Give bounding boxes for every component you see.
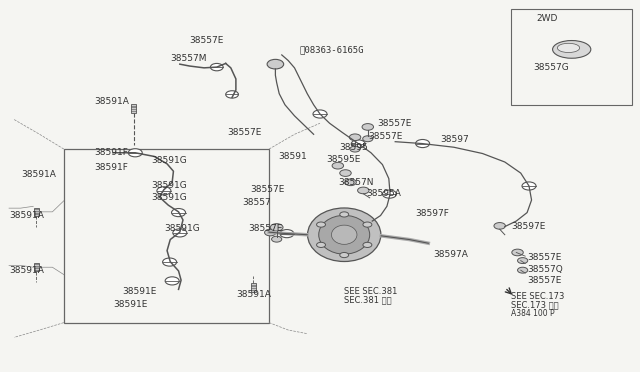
Text: 38557E: 38557E [228, 128, 262, 137]
Text: 38595A: 38595A [366, 189, 401, 198]
Circle shape [363, 136, 373, 142]
Circle shape [340, 170, 351, 176]
Circle shape [173, 229, 187, 237]
Circle shape [349, 134, 361, 141]
Text: 38557E: 38557E [250, 185, 284, 194]
Ellipse shape [308, 208, 381, 262]
Circle shape [317, 222, 326, 227]
Text: 38557E: 38557E [527, 253, 561, 263]
Text: 38597E: 38597E [511, 222, 545, 231]
Ellipse shape [319, 215, 370, 254]
Text: 38557E: 38557E [527, 276, 561, 285]
Circle shape [362, 124, 374, 130]
Text: 38591E: 38591E [113, 300, 147, 309]
Circle shape [313, 110, 327, 118]
Circle shape [518, 258, 528, 263]
Circle shape [280, 230, 294, 238]
Circle shape [211, 63, 223, 71]
Ellipse shape [332, 225, 357, 244]
Text: 38595: 38595 [339, 143, 368, 152]
Bar [34, 208, 39, 216]
Text: 38595E: 38595E [326, 155, 361, 164]
Text: 38591: 38591 [278, 152, 307, 161]
Circle shape [128, 149, 142, 157]
Text: 38557E: 38557E [248, 224, 283, 233]
Text: 38557M: 38557M [170, 54, 207, 63]
Text: 38557E: 38557E [368, 132, 402, 141]
Circle shape [332, 162, 344, 169]
Circle shape [264, 229, 276, 236]
Text: 38557E: 38557E [378, 119, 412, 128]
Circle shape [383, 190, 396, 198]
Text: 38591G: 38591G [151, 193, 187, 202]
Bar [34, 263, 39, 271]
Text: 38557G: 38557G [534, 63, 569, 72]
Circle shape [522, 182, 536, 190]
Circle shape [363, 242, 372, 247]
Bar [250, 283, 255, 292]
Text: 2WD: 2WD [537, 13, 558, 22]
Circle shape [340, 212, 349, 217]
Text: 38591A: 38591A [236, 291, 271, 299]
Circle shape [363, 222, 372, 227]
Text: 38591A: 38591A [9, 266, 44, 275]
Circle shape [345, 179, 356, 186]
Circle shape [340, 253, 349, 258]
Circle shape [267, 60, 284, 69]
Text: SEE SEC.381: SEE SEC.381 [344, 287, 397, 296]
Text: SEC.381 参照: SEC.381 参照 [344, 295, 392, 304]
Text: 38591E: 38591E [122, 287, 157, 296]
Text: 38591F: 38591F [94, 163, 127, 172]
Circle shape [270, 224, 283, 231]
Bar [511, 9, 632, 105]
Circle shape [317, 242, 326, 247]
Text: A384 100 P: A384 100 P [511, 309, 555, 318]
Circle shape [494, 222, 506, 229]
Circle shape [172, 209, 186, 217]
Text: 38591A: 38591A [22, 170, 57, 179]
Bar [131, 105, 136, 112]
Circle shape [512, 249, 524, 256]
Text: 38557E: 38557E [189, 36, 224, 45]
Circle shape [163, 258, 177, 266]
Text: 38591G: 38591G [164, 224, 200, 233]
Circle shape [157, 187, 171, 195]
Text: 38591G: 38591G [151, 155, 187, 165]
Text: SEC.173 参照: SEC.173 参照 [511, 300, 559, 310]
Text: 38557N: 38557N [338, 178, 373, 187]
Text: 38591G: 38591G [151, 182, 187, 190]
Text: 38597: 38597 [440, 135, 468, 144]
Circle shape [165, 277, 179, 285]
Text: Ⓢ08363-6165G: Ⓢ08363-6165G [300, 45, 364, 54]
Bar [64, 149, 269, 323]
Ellipse shape [552, 41, 591, 58]
Text: 38591F: 38591F [94, 148, 127, 157]
Text: 38557: 38557 [243, 198, 271, 207]
Circle shape [226, 91, 239, 98]
Text: 38597A: 38597A [433, 250, 468, 259]
Text: 38597F: 38597F [415, 209, 449, 218]
Circle shape [350, 146, 360, 152]
Circle shape [271, 236, 282, 242]
Text: 38557Q: 38557Q [527, 264, 563, 273]
Text: 38591A: 38591A [9, 211, 44, 220]
Circle shape [518, 267, 528, 273]
Text: 38591A: 38591A [94, 97, 129, 106]
Circle shape [358, 187, 369, 194]
Ellipse shape [557, 43, 580, 52]
Circle shape [351, 140, 365, 148]
Circle shape [415, 140, 429, 148]
Text: SEE SEC.173: SEE SEC.173 [511, 292, 564, 301]
